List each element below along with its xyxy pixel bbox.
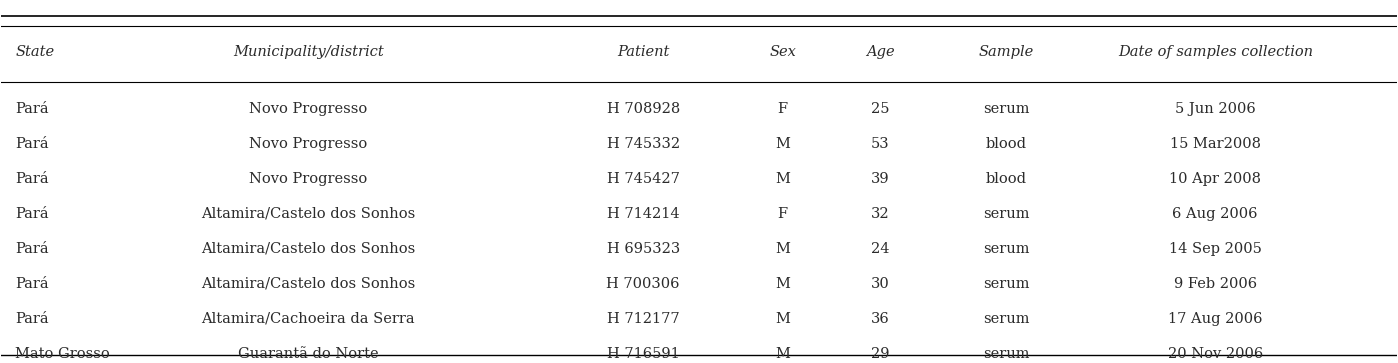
Text: 10 Apr 2008: 10 Apr 2008	[1169, 172, 1261, 185]
Text: Mato Grosso: Mato Grosso	[15, 347, 110, 360]
Text: Sample: Sample	[979, 45, 1033, 59]
Text: Pará: Pará	[15, 311, 49, 326]
Text: State: State	[15, 45, 55, 59]
Text: Pará: Pará	[15, 241, 49, 256]
Text: Pará: Pará	[15, 136, 49, 151]
Text: Pará: Pará	[15, 277, 49, 290]
Text: 25: 25	[871, 102, 889, 115]
Text: Guarantã do Norte: Guarantã do Norte	[238, 347, 379, 360]
Text: M: M	[776, 241, 790, 256]
Text: 14 Sep 2005: 14 Sep 2005	[1169, 241, 1261, 256]
Text: 36: 36	[871, 311, 889, 326]
Text: Pará: Pará	[15, 207, 49, 221]
Text: H 712177: H 712177	[607, 311, 679, 326]
Text: H 695323: H 695323	[607, 241, 679, 256]
Text: 20 Nov 2006: 20 Nov 2006	[1167, 347, 1262, 360]
Text: Age: Age	[867, 45, 895, 59]
Text: serum: serum	[983, 102, 1029, 115]
Text: H 745427: H 745427	[607, 172, 679, 185]
Text: H 716591: H 716591	[607, 347, 679, 360]
Text: Novo Progresso: Novo Progresso	[249, 172, 368, 185]
Text: Novo Progresso: Novo Progresso	[249, 136, 368, 151]
Text: 39: 39	[871, 172, 889, 185]
Text: H 745332: H 745332	[607, 136, 679, 151]
Text: H 700306: H 700306	[607, 277, 679, 290]
Text: M: M	[776, 277, 790, 290]
Text: serum: serum	[983, 311, 1029, 326]
Text: H 714214: H 714214	[607, 207, 679, 221]
Text: 15 Mar2008: 15 Mar2008	[1170, 136, 1261, 151]
Text: 9 Feb 2006: 9 Feb 2006	[1174, 277, 1257, 290]
Text: serum: serum	[983, 347, 1029, 360]
Text: M: M	[776, 136, 790, 151]
Text: serum: serum	[983, 277, 1029, 290]
Text: Pará: Pará	[15, 172, 49, 185]
Text: M: M	[776, 347, 790, 360]
Text: serum: serum	[983, 241, 1029, 256]
Text: Municipality/district: Municipality/district	[233, 45, 383, 59]
Text: Altamira/Cachoeira da Serra: Altamira/Cachoeira da Serra	[201, 311, 415, 326]
Text: 29: 29	[871, 347, 889, 360]
Text: M: M	[776, 311, 790, 326]
Text: Altamira/Castelo dos Sonhos: Altamira/Castelo dos Sonhos	[201, 241, 415, 256]
Text: 6 Aug 2006: 6 Aug 2006	[1173, 207, 1258, 221]
Text: 5 Jun 2006: 5 Jun 2006	[1174, 102, 1255, 115]
Text: 30: 30	[871, 277, 889, 290]
Text: 17 Aug 2006: 17 Aug 2006	[1167, 311, 1262, 326]
Text: Sex: Sex	[769, 45, 795, 59]
Text: Date of samples collection: Date of samples collection	[1118, 45, 1313, 59]
Text: blood: blood	[986, 136, 1026, 151]
Text: serum: serum	[983, 207, 1029, 221]
Text: H 708928: H 708928	[607, 102, 679, 115]
Text: Altamira/Castelo dos Sonhos: Altamira/Castelo dos Sonhos	[201, 207, 415, 221]
Text: 24: 24	[871, 241, 889, 256]
Text: 32: 32	[871, 207, 889, 221]
Text: blood: blood	[986, 172, 1026, 185]
Text: Patient: Patient	[617, 45, 670, 59]
Text: F: F	[777, 102, 788, 115]
Text: Pará: Pará	[15, 102, 49, 115]
Text: Novo Progresso: Novo Progresso	[249, 102, 368, 115]
Text: M: M	[776, 172, 790, 185]
Text: Altamira/Castelo dos Sonhos: Altamira/Castelo dos Sonhos	[201, 277, 415, 290]
Text: F: F	[777, 207, 788, 221]
Text: 53: 53	[871, 136, 889, 151]
